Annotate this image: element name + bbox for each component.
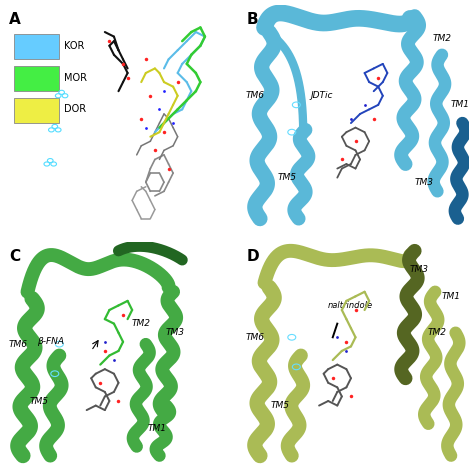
Text: KOR: KOR <box>64 41 84 51</box>
Text: β-FNA: β-FNA <box>36 337 64 346</box>
Text: TM6: TM6 <box>246 333 265 342</box>
Text: TM1: TM1 <box>148 424 167 433</box>
Text: TM2: TM2 <box>432 35 451 43</box>
Text: TM5: TM5 <box>29 397 48 405</box>
FancyBboxPatch shape <box>14 34 59 59</box>
Text: DOR: DOR <box>64 104 86 114</box>
Text: TM3: TM3 <box>166 328 185 337</box>
Text: TM2: TM2 <box>428 328 447 337</box>
FancyBboxPatch shape <box>14 66 59 91</box>
Text: naltrindole: naltrindole <box>328 301 374 310</box>
Text: JDTic: JDTic <box>310 91 332 100</box>
Text: TM1: TM1 <box>442 292 461 301</box>
Text: C: C <box>9 248 20 264</box>
Text: TM6: TM6 <box>9 340 28 348</box>
Text: B: B <box>246 11 258 27</box>
Text: TM3: TM3 <box>410 264 428 273</box>
Text: TM3: TM3 <box>414 178 433 187</box>
Text: A: A <box>9 11 21 27</box>
Text: TM1: TM1 <box>451 100 470 109</box>
Text: TM5: TM5 <box>278 173 297 182</box>
FancyBboxPatch shape <box>14 98 59 123</box>
Text: TM2: TM2 <box>132 319 151 328</box>
Text: TM6: TM6 <box>246 91 265 100</box>
Text: TM5: TM5 <box>271 401 290 410</box>
Text: D: D <box>246 248 259 264</box>
Text: MOR: MOR <box>64 73 87 82</box>
